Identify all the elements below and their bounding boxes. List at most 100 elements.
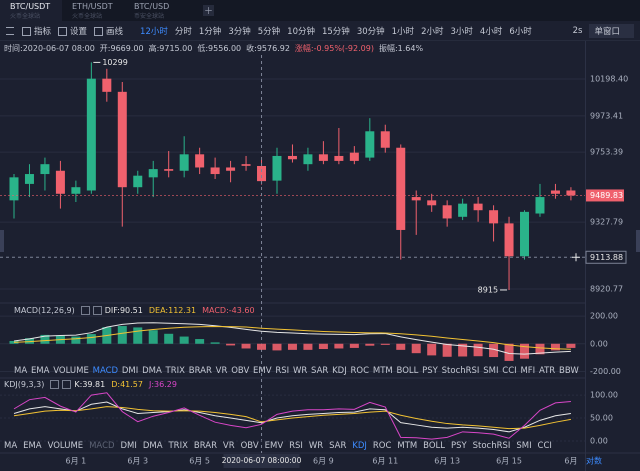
indicator-tab[interactable]: SMI — [483, 366, 499, 376]
indicator-tab[interactable]: CCI — [502, 366, 517, 376]
indicator-tab[interactable]: MFI — [520, 366, 536, 376]
x-tick-label: 6月 15 — [496, 457, 522, 466]
period-current[interactable]: 12小时 — [140, 27, 168, 37]
macd-bar — [550, 343, 560, 351]
period-option[interactable]: 1小时 — [391, 27, 415, 37]
candle-body — [520, 211, 530, 257]
indicator-tabs: MA EMA VOLUME MACD DMI DMA TRIX BRAR VR OBV EMV RSI… — [4, 441, 552, 451]
macd-bar — [210, 342, 220, 344]
indicator-tab[interactable]: VOLUME — [53, 366, 89, 376]
indicator-tab[interactable]: MACD — [89, 441, 115, 451]
min-label: 8915 — [478, 285, 498, 294]
side-handle[interactable] — [0, 230, 4, 252]
period-option[interactable]: 15分钟 — [321, 27, 350, 37]
indicator-tab[interactable]: MA — [14, 366, 28, 376]
tool-button[interactable]: 指标 — [22, 25, 51, 37]
indicator-line — [13, 406, 572, 430]
period-option[interactable]: 5分钟 — [257, 27, 281, 37]
macd-bar — [195, 339, 205, 344]
indicator-tab[interactable]: DMA — [142, 441, 163, 451]
tab-title: ETH/USDT — [72, 2, 113, 11]
tool-button[interactable]: 画线 — [94, 25, 123, 37]
menu-icon — [6, 27, 14, 35]
indicator-tab[interactable]: SAR — [329, 441, 347, 451]
indicator-tab[interactable]: ROC — [350, 366, 370, 376]
tab[interactable]: BTC/USD 币安全球站 — [124, 0, 186, 21]
indicator-tab[interactable]: StochRSI — [441, 366, 480, 376]
indicator-tab[interactable]: WR — [308, 441, 324, 451]
refresh[interactable]: 2s — [572, 26, 583, 36]
period-option[interactable]: 30分钟 — [356, 27, 385, 37]
indicator-tab[interactable]: VR — [222, 441, 235, 451]
period-option[interactable]: 3小时 — [450, 27, 473, 37]
tool-button[interactable]: 设置 — [58, 25, 87, 37]
candle-body — [257, 165, 267, 182]
indicator-tab[interactable]: EMV — [264, 441, 284, 451]
indicator-tab[interactable]: PSY — [450, 441, 467, 451]
period-option[interactable]: 1分钟 — [198, 27, 222, 37]
indicator-tab[interactable]: PSY — [422, 366, 438, 376]
indicator-tab[interactable]: KDJ — [332, 366, 347, 376]
indicator-tab[interactable]: EMA — [23, 441, 42, 451]
indicator-tab[interactable]: VR — [215, 366, 228, 376]
indicator-tab[interactable]: StochRSI — [472, 441, 511, 451]
panel-button[interactable] — [92, 306, 102, 315]
macd-bar — [148, 330, 158, 344]
indicator-tab[interactable]: OBV — [240, 441, 259, 451]
indicator-tab[interactable]: BRAR — [188, 366, 212, 376]
candle-body — [458, 203, 468, 217]
indicator-tab[interactable]: MTM — [372, 366, 393, 376]
macd-bar — [287, 343, 297, 350]
tool-label: 指标 — [34, 27, 52, 37]
indicator-tab[interactable]: RSI — [275, 366, 290, 376]
indicator-tab[interactable]: VOLUME — [47, 441, 84, 451]
side-handle[interactable] — [636, 230, 640, 252]
indicator-tab[interactable]: WR — [292, 366, 308, 376]
indicator-tab[interactable]: MACD — [92, 366, 119, 376]
tab[interactable]: BTC/USDT 火币全球站 — [0, 0, 62, 21]
indicator-tab[interactable]: EMA — [30, 366, 50, 376]
panel-button[interactable] — [62, 380, 72, 389]
indicator-tab[interactable]: KDJ — [352, 441, 367, 451]
tab[interactable]: ETH/USDT 火币全球站 — [62, 0, 124, 21]
indicator-tab[interactable]: DMI — [121, 366, 139, 376]
indicator-tab[interactable]: RSI — [289, 441, 303, 451]
period-option[interactable]: 6小时 — [509, 27, 532, 37]
candle-body — [164, 169, 174, 171]
indicator-tab[interactable]: SAR — [311, 366, 329, 376]
period-option[interactable]: 分时 — [174, 27, 192, 37]
indicator-tab[interactable]: ATR — [538, 366, 556, 376]
period-option[interactable]: 4小时 — [479, 27, 503, 37]
macd-bar — [318, 343, 328, 350]
candle-body — [380, 131, 390, 148]
indicator-tab[interactable]: BOLL — [396, 366, 419, 376]
tool-label: 设置 — [70, 27, 88, 37]
macd-bar — [566, 343, 576, 348]
candle-body — [427, 200, 437, 206]
indicator-tab[interactable]: BRAR — [193, 441, 217, 451]
panel-button[interactable] — [50, 380, 60, 389]
info-item: 高:9715.00 — [148, 44, 193, 53]
indicator-tab[interactable]: DMA — [142, 366, 162, 376]
add-tab-button[interactable]: ＋ — [203, 5, 214, 17]
indicator-tab[interactable]: TRIX — [168, 441, 188, 451]
tab-subtitle: 币安全球站 — [134, 13, 165, 20]
indicator-tab[interactable]: CCI — [537, 441, 552, 451]
period-option[interactable]: 3分钟 — [228, 27, 251, 37]
indicator-tab[interactable]: ROC — [372, 441, 392, 451]
panel-button[interactable] — [80, 306, 90, 315]
indicator-tab[interactable]: DMI — [120, 441, 137, 451]
indicator-tab[interactable]: MA — [4, 441, 18, 451]
indicator-tab[interactable]: TRIX — [165, 366, 185, 376]
indicator-tab[interactable]: BOLL — [423, 441, 446, 451]
indicator-tab[interactable]: BBW — [559, 366, 579, 376]
indicator-tab[interactable]: SMI — [516, 441, 532, 451]
macd-bar — [411, 343, 421, 354]
indicator-tab[interactable]: MTM — [397, 441, 418, 451]
candle-body — [566, 190, 576, 196]
window-select[interactable]: 单窗口 — [589, 24, 634, 38]
indicator-tab[interactable]: OBV — [231, 366, 250, 376]
period-option[interactable]: 10分钟 — [287, 27, 315, 37]
period-option[interactable]: 2小时 — [421, 27, 444, 37]
indicator-tab[interactable]: EMV — [253, 366, 272, 376]
